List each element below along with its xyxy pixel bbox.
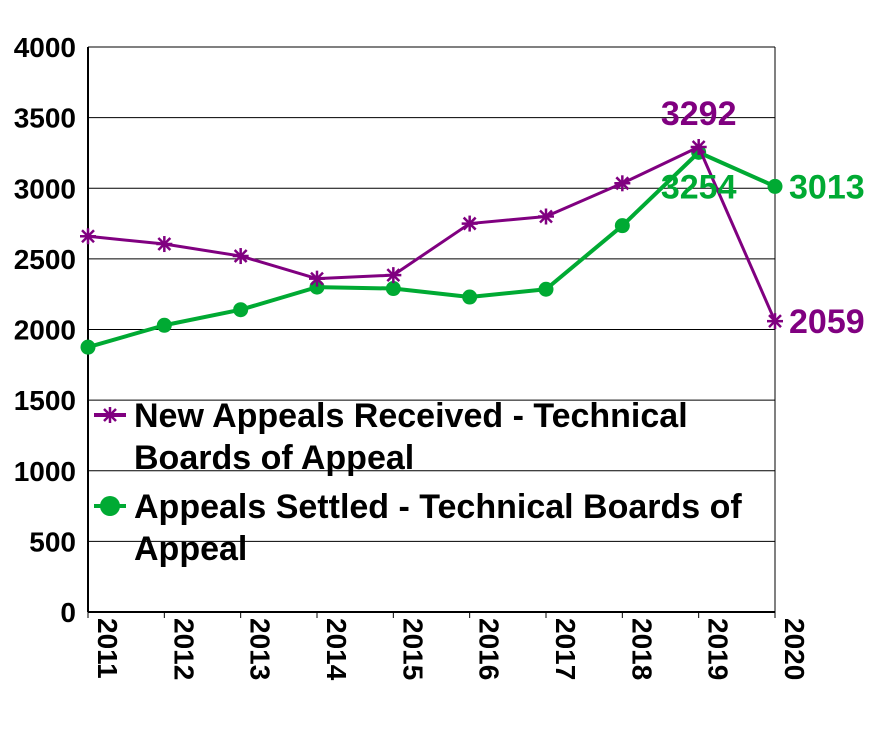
x-axis-ticks: 2011 2012 2013 2014 2015 2016 2017 2018 2019 2020 [87, 612, 810, 681]
data-point [614, 175, 631, 192]
y-tick-label: 4000 [14, 32, 76, 63]
x-tick-label: 2013 [245, 618, 276, 680]
data-labels: 3292 2059 3254 3013 [661, 95, 865, 341]
data-point [156, 317, 172, 333]
data-point [309, 270, 325, 287]
data-point [80, 228, 96, 245]
legend-item-1: Appeals Settled - Technical Boards of App… [94, 488, 742, 568]
data-point [767, 178, 783, 194]
data-point [538, 208, 554, 225]
legend-marker [102, 407, 118, 423]
y-axis-ticks: 0 500 1000 1500 2000 2500 3000 3500 4000 [14, 32, 76, 628]
data-point [385, 267, 402, 284]
data-label: 3013 [789, 168, 865, 206]
data-point [461, 215, 478, 232]
data-point [538, 281, 554, 297]
y-tick-label: 0 [60, 597, 76, 628]
data-label: 3292 [661, 95, 737, 133]
data-point [385, 281, 401, 297]
x-tick-label: 2014 [321, 618, 352, 681]
x-tick-label: 2020 [779, 618, 810, 680]
data-point [156, 236, 173, 253]
plot-frame [87, 46, 776, 613]
legend: New Appeals Received - Technical Boards o… [94, 397, 742, 568]
y-tick-label: 3000 [14, 173, 76, 204]
legend-label-line: Appeals Settled - Technical Boards of [134, 488, 742, 526]
gridlines [88, 46, 775, 542]
y-tick-label: 1000 [14, 456, 76, 487]
y-tick-label: 500 [29, 526, 76, 557]
legend-label-line: New Appeals Received - Technical [134, 397, 688, 435]
data-point [233, 302, 249, 318]
data-point [767, 313, 783, 330]
x-tick-label: 2019 [703, 618, 734, 680]
series-layer [80, 139, 783, 355]
data-point [690, 139, 707, 156]
y-tick-label: 3500 [14, 103, 76, 134]
y-tick-label: 2000 [14, 315, 76, 346]
x-tick-label: 2015 [397, 618, 428, 680]
x-tick-label: 2012 [168, 618, 199, 680]
x-tick-label: 2017 [550, 618, 581, 680]
legend-item-0: New Appeals Received - Technical Boards o… [94, 397, 688, 477]
data-point [614, 218, 630, 234]
series-line-0 [87, 145, 777, 322]
data-point [462, 289, 478, 305]
legend-label-line: Boards of Appeal [134, 439, 414, 477]
data-label: 2059 [789, 303, 865, 341]
y-tick-label: 2500 [14, 244, 76, 275]
data-point [232, 248, 249, 265]
legend-label-line: Appeal [134, 530, 247, 568]
x-tick-label: 2011 [92, 618, 123, 679]
x-tick-label: 2016 [474, 618, 505, 680]
y-tick-label: 1500 [14, 385, 76, 416]
x-tick-label: 2018 [626, 618, 657, 680]
data-label: 3254 [661, 168, 737, 206]
series-line-1 [87, 150, 776, 350]
legend-marker [100, 496, 120, 516]
data-point [80, 339, 96, 355]
